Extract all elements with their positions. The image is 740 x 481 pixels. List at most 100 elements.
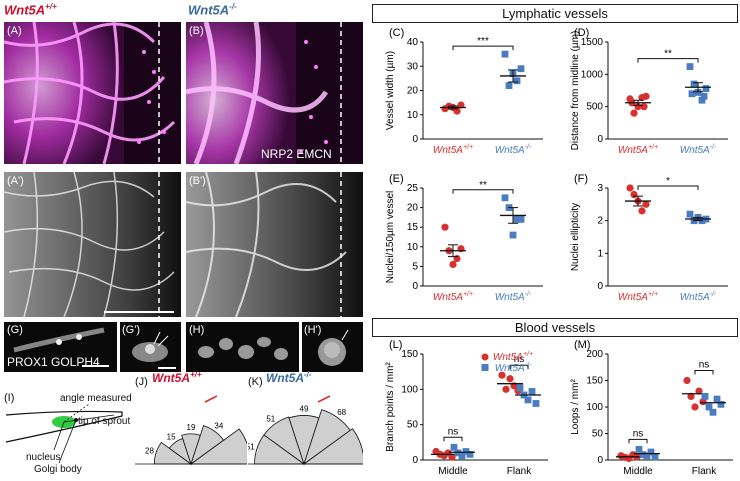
data-point-wt — [640, 103, 648, 111]
x-category-ko: Wnt5A-/- — [680, 144, 717, 156]
significance-label: ** — [479, 180, 487, 191]
y-tick-label: 1000 — [581, 69, 604, 80]
data-point-wt — [630, 109, 638, 117]
chart-f: 0 1 2 3 Nuclei ellipticity (F) * Wnt5A+/+ Wnt5A-… — [570, 173, 728, 303]
legend-label-ko: Wnt5A-/- — [495, 362, 532, 374]
data-point-ko — [501, 194, 509, 202]
significance-bracket — [452, 189, 514, 194]
y-axis-label: Branch points / mm² — [385, 362, 396, 452]
panel-h-cells — [186, 322, 299, 372]
panel-h-image: (H) — [186, 322, 299, 372]
chart-e: 0 5 10 15 20 25 Nuclei/150µm vessel (E) ** Wnt5A+… — [385, 173, 543, 303]
data-point-ko — [501, 50, 509, 58]
data-point-ko — [690, 80, 698, 88]
y-tick-label: 40 — [407, 37, 419, 48]
y-axis-label: Loops / mm² — [570, 379, 581, 435]
panel-k-polar-histogram: 5151496875 — [248, 395, 363, 466]
y-tick-label: 2 — [597, 216, 603, 227]
significance-bracket — [628, 438, 648, 444]
data-point-ko — [454, 449, 462, 457]
data-point-wt — [449, 260, 457, 269]
data-point-ko — [466, 450, 474, 458]
x-category-ko: Wnt5A-/- — [495, 291, 532, 303]
y-tick-label: 25 — [407, 183, 419, 194]
panel-label: (F) — [574, 173, 588, 185]
polar-value-label: 28 — [145, 447, 154, 456]
data-point-ko — [647, 448, 655, 456]
panel-g-prime-image: (G') — [120, 322, 181, 372]
significance-label: ns — [699, 360, 710, 371]
y-tick-label: 20 — [407, 86, 419, 97]
ko-genotype-label: Wnt5A-/- — [188, 2, 237, 18]
panel-label: (C) — [389, 27, 404, 39]
data-point-ko — [516, 384, 524, 392]
significance-bracket — [637, 185, 699, 190]
data-point-ko — [513, 77, 521, 85]
panel-h-prime-cells — [302, 322, 363, 372]
data-point-wt — [691, 403, 699, 411]
x-category-label: Middle — [438, 466, 468, 477]
polar-value-label: 68 — [337, 408, 346, 417]
wt-genotype-label: Wnt5A+/+ — [4, 2, 57, 18]
panel-b-prime-vessels — [186, 172, 363, 317]
significance-bracket — [509, 364, 529, 370]
schematic-golgi-label: Golgi body — [34, 464, 82, 475]
significance-label: *** — [477, 36, 489, 47]
y-tick-label: 10 — [407, 242, 419, 253]
data-point-ko — [513, 215, 521, 223]
y-axis-label: Vessel width (µm) — [385, 51, 396, 130]
data-point-ko — [651, 453, 659, 461]
panel-h-prime-image: (H') — [302, 322, 363, 372]
x-category-ko: Wnt5A-/- — [680, 291, 717, 303]
data-point-ko — [639, 451, 647, 459]
panel-label: (M) — [574, 340, 591, 351]
chart-m: 0 50 100 150 200 Loops / mm² (M) ns Middle ns Flan… — [570, 340, 733, 477]
y-tick-label: 100 — [401, 384, 418, 395]
significance-label: ns — [633, 428, 644, 439]
panel-label: (E) — [389, 173, 404, 185]
panel-k-label: (K) — [248, 376, 263, 388]
polar-value-label: 51 — [248, 443, 255, 452]
y-tick-label: 200 — [586, 349, 603, 360]
data-point-ko — [524, 396, 532, 404]
data-point-ko — [532, 400, 540, 407]
x-category-wt: Wnt5A+/+ — [618, 144, 658, 156]
polar-sector — [263, 416, 305, 466]
y-tick-label: 10 — [407, 110, 419, 121]
panel-g-cells — [4, 322, 117, 372]
panel-a-vessels — [4, 22, 181, 164]
data-point-ko — [517, 215, 525, 223]
x-category-wt: Wnt5A+/+ — [433, 291, 473, 303]
x-category-wt: Wnt5A+/+ — [433, 144, 473, 156]
panel-g-prime-label: (G') — [122, 324, 140, 336]
panel-label: (L) — [389, 340, 402, 351]
panel-b-prime-image: (B') — [186, 172, 363, 317]
panel-b-vessels — [186, 22, 363, 164]
y-tick-label: 0 — [412, 455, 418, 466]
data-point-ko — [702, 85, 710, 92]
significance-label: * — [666, 176, 670, 187]
panel-a-label: (A) — [7, 25, 22, 37]
chart-l: 0 50 100 150 Branch points / mm² (L) ns Middle n… — [385, 340, 548, 477]
legend-marker-wt — [481, 353, 489, 361]
data-point-wt — [498, 371, 506, 379]
polar-value-label: 15 — [167, 433, 176, 442]
x-category-wt: Wnt5A+/+ — [618, 291, 658, 303]
panel-b-prime-label: (B') — [189, 175, 206, 187]
y-tick-label: 150 — [586, 376, 603, 387]
data-point-ko — [458, 452, 466, 460]
schematic-nucleus-label: nucleus — [26, 452, 61, 463]
data-point-ko — [509, 231, 517, 239]
polar-sector — [189, 428, 247, 465]
y-axis-label: Nuclei/150µm vessel — [385, 191, 396, 283]
y-tick-label: 20 — [407, 203, 419, 214]
significance-label: ns — [448, 426, 459, 437]
panel-g-label: (G) — [7, 324, 23, 336]
panel-a-prime-label: (A') — [7, 175, 24, 187]
panel-j-polar-histogram: 2815193474 — [135, 395, 247, 466]
data-point-wt — [448, 453, 456, 461]
y-tick-label: 15 — [407, 222, 419, 233]
significance-bracket — [637, 58, 699, 63]
stain-label-prox1-golph4: PROX1 GOLPH4 — [7, 355, 100, 369]
